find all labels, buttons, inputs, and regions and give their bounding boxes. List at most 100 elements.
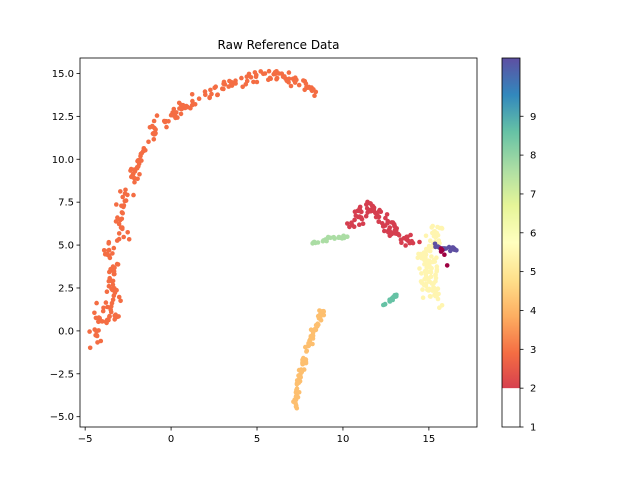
scatter-point [115,262,121,267]
scatter-point [122,198,128,204]
scatter-point [422,261,427,267]
scatter-point [222,82,228,87]
scatter-point [94,333,100,339]
scatter-point [153,127,158,132]
scatter-point [427,279,433,285]
scatter-point [428,294,433,299]
scatter-point [435,233,441,238]
scatter-point [162,119,168,125]
scatter-point [293,393,299,399]
scatter-point [254,79,260,85]
scatter-point [428,238,433,243]
scatter-point [387,233,393,239]
scatter-point [435,296,441,302]
scatter-point [382,228,387,234]
scatter-point [168,112,174,118]
scatter-point [208,87,213,93]
scatter-point [424,265,430,271]
scatter-point [94,300,99,306]
y-tick-label: 5.0 [58,241,74,252]
scatter-point [99,319,104,324]
scatter-point [303,81,309,86]
scatter-point [388,230,394,235]
scatter-point [112,317,117,322]
scatter-point [403,243,408,248]
colorbar-tick-label: 8 [530,151,536,162]
scatter-point [87,329,92,334]
scatter-points [87,68,459,411]
cluster-1 [87,68,319,351]
scatter-point [252,70,258,75]
scatter-point [389,220,395,225]
cluster-4 [310,233,350,246]
scatter-point [164,124,169,130]
scatter-point [436,291,441,297]
scatter-point [309,333,315,338]
scatter-point [178,102,184,108]
scatter-point [294,387,299,393]
scatter-point [244,78,250,84]
scatter-point [114,202,119,207]
colorbar-tick-label: 3 [530,345,536,356]
scatter-point [382,302,388,307]
x-axis: −5 0 5 10 15 [78,427,435,445]
scatter-point [351,224,357,229]
scatter-point [106,248,111,253]
scatter-point [143,148,148,153]
scatter-point [215,92,220,98]
scatter-point [416,251,421,257]
scatter-point [423,246,429,252]
scatter-point [253,74,259,79]
scatter-point [430,223,436,229]
scatter-point [202,89,208,94]
scatter-point [396,233,402,238]
colorbar-tick-label: 5 [530,267,536,278]
x-tick-label: 15 [423,434,436,445]
scatter-point [294,378,300,383]
scatter-point [434,264,440,269]
scatter-point [119,203,124,209]
scatter-point [376,209,382,214]
scatter-point [128,166,134,172]
scatter-point [296,82,302,88]
scatter-point [392,223,397,229]
scatter-point [433,275,439,281]
scatter-point [106,241,111,246]
scatter-point [121,234,126,240]
scatter-point [93,315,99,321]
scatter-point [196,96,202,101]
scatter-point [301,355,306,361]
x-tick-label: 0 [168,434,174,445]
scatter-point [118,225,124,230]
scatter-point [432,241,438,247]
scatter-point [292,399,298,405]
y-tick-label: 7.5 [58,198,74,209]
x-tick-label: 10 [337,434,350,445]
scatter-point [423,233,429,239]
scatter-point [419,271,424,276]
scatter-point [426,243,432,249]
scatter-point [175,115,180,120]
scatter-point [417,266,422,271]
scatter-point [359,216,365,222]
scatter-point [135,176,140,182]
scatter-point [328,235,333,241]
scatter-point [420,287,425,292]
colorbar-tick-label: 2 [530,384,536,395]
scatter-point [130,172,135,178]
y-tick-label: −5.0 [50,412,74,423]
y-tick-label: 10.0 [52,155,74,166]
scatter-point [435,286,441,292]
colorbar: 1 2 3 4 5 6 7 8 9 [501,57,536,434]
cluster-2 [291,308,327,411]
scatter-point [363,213,369,219]
scatter-point [131,192,136,198]
scatter-point [101,248,107,253]
scatter-point [116,231,122,236]
scatter-point [437,225,443,231]
scatter-point [248,75,254,80]
scatter-point [246,71,252,77]
scatter-point [111,268,117,274]
scatter-point [152,131,157,137]
